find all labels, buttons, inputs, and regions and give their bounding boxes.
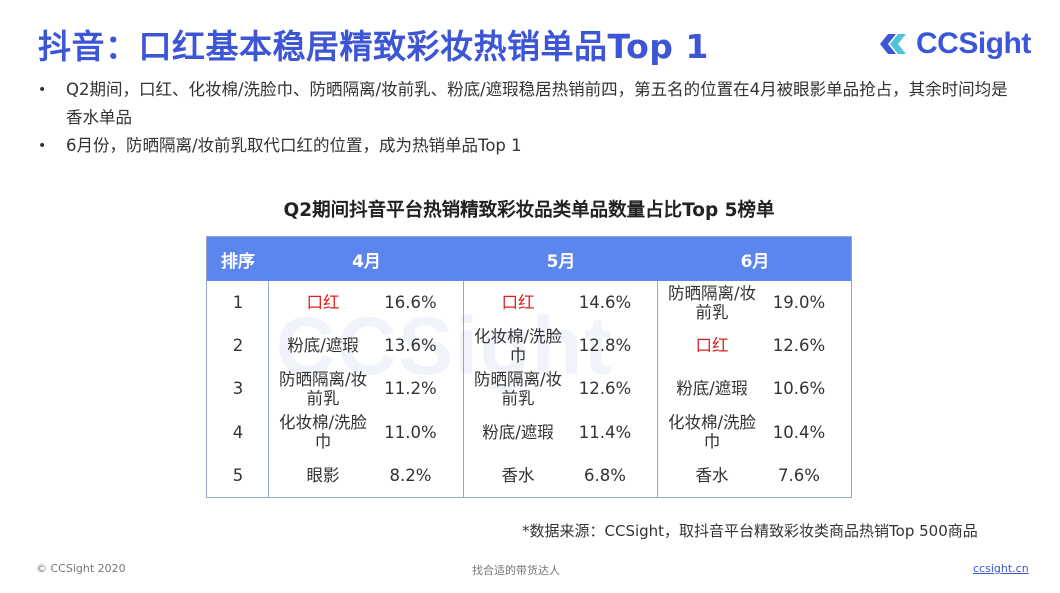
item-share: 11.2% [384,379,437,399]
ccsight-logo-icon [880,34,906,54]
month-cell: 口红 14.6% [464,281,658,324]
item-name: 防晒隔离/妆前乳 [667,283,757,322]
table-title: Q2期间抖音平台热销精致彩妆品类单品数量占比Top 5榜单 [283,200,775,221]
item-name: 口红 [501,293,535,313]
item-name: 粉底/遮瑕 [676,379,748,399]
column-divider [657,281,658,497]
header-may: 5月 [546,251,576,272]
bullet-list: • Q2期间，口红、化妆棉/洗脸巾、防晒隔离/妆前乳、粉底/遮瑕稳居热销前四，第… [38,76,1018,160]
footer-copyright: © CCSight 2020 [36,562,126,575]
table-row: 3 防晒隔离/妆前乳 11.2% 防晒隔离/妆前乳 12.6% 粉底/遮瑕 10.6% [207,367,851,410]
month-cell: 防晒隔离/妆前乳 19.0% [658,281,852,324]
month-cell: 口红 16.6% [269,281,464,324]
item-share: 19.0% [772,293,826,313]
month-cell: 粉底/遮瑕 11.4% [464,411,658,454]
item-share: 10.4% [772,422,826,442]
item-name: 香水 [695,465,729,485]
table-row: 4 化妆棉/洗脸巾 11.0% 粉底/遮瑕 11.4% 化妆棉/洗脸巾 10.4% [207,411,851,454]
month-cell: 口红 12.6% [658,324,852,367]
item-name: 化妆棉/洗脸巾 [667,413,757,452]
bullet-text: Q2期间，口红、化妆棉/洗脸巾、防晒隔离/妆前乳、粉底/遮瑕稳居热销前四，第五名… [66,80,1008,127]
item-share: 12.8% [578,336,632,356]
item-name: 眼影 [306,465,340,485]
table-row: 1 口红 16.6% 口红 14.6% 防晒隔离/妆前乳 19.0% [207,281,851,324]
header-april: 4月 [352,251,381,272]
bullet-dot-icon: • [38,138,47,154]
item-share: 11.4% [578,422,632,442]
month-cell: 防晒隔离/妆前乳 11.2% [269,367,464,410]
month-cell: 化妆棉/洗脸巾 10.4% [658,411,852,454]
page-title: 抖音：口红基本稳居精致彩妆热销单品Top 1 [38,27,709,66]
item-share: 11.0% [384,422,437,442]
table-body: 1 口红 16.6% 口红 14.6% 防晒隔离/妆前乳 19.0% 2 粉底/遮瑕 13.6% 化… [207,281,851,497]
rank-cell: 4 [232,422,244,442]
item-share: 16.6% [384,293,437,313]
header-rank: 排序 [221,251,255,272]
rank-cell: 1 [232,293,244,313]
item-name: 化妆棉/洗脸巾 [473,326,563,365]
item-share: 12.6% [772,336,826,356]
bullet-dot-icon: • [38,82,47,98]
month-cell: 化妆棉/洗脸巾 11.0% [269,411,464,454]
table-header-row: 排序 4月 5月 6月 [207,237,851,281]
bullet-text: 6月份，防晒隔离/妆前乳取代口红的位置，成为热销单品Top 1 [66,136,522,155]
item-share: 6.8% [584,465,626,485]
data-source-note: *数据来源：CCSight，取抖音平台精致彩妆类商品热销Top 500商品 [522,522,978,540]
rank-cell: 5 [232,465,244,485]
column-divider [463,281,464,497]
bullet-item: • 6月份，防晒隔离/妆前乳取代口红的位置，成为热销单品Top 1 [38,132,1018,160]
item-name: 防晒隔离/妆前乳 [278,369,368,408]
item-share: 14.6% [578,293,632,313]
item-name: 粉底/遮瑕 [482,422,554,442]
month-cell: 香水 6.8% [464,454,658,497]
header-june: 6月 [740,251,770,272]
item-share: 12.6% [578,379,632,399]
item-share: 13.6% [384,336,437,356]
item-name: 防晒隔离/妆前乳 [473,369,563,408]
month-cell: 化妆棉/洗脸巾 12.8% [464,324,658,367]
footer-link[interactable]: ccsight.cn [973,562,1029,575]
month-cell: 粉底/遮瑕 13.6% [269,324,464,367]
item-share: 7.6% [778,465,820,485]
rank-cell: 2 [232,336,244,356]
item-share: 8.2% [389,465,432,485]
table-row: 5 眼影 8.2% 香水 6.8% 香水 7.6% [207,454,851,497]
month-cell: 眼影 8.2% [269,454,464,497]
brand-logo: CCSight [876,26,1031,62]
column-divider [268,281,269,497]
table-row: 2 粉底/遮瑕 13.6% 化妆棉/洗脸巾 12.8% 口红 12.6% [207,324,851,367]
item-name: 香水 [501,465,535,485]
month-cell: 粉底/遮瑕 10.6% [658,367,852,410]
ranking-table: 排序 4月 5月 6月 1 口红 16.6% 口红 14.6% 防晒隔离/妆前乳 19.0%… [206,236,852,498]
month-cell: 防晒隔离/妆前乳 12.6% [464,367,658,410]
item-name: 化妆棉/洗脸巾 [278,413,368,452]
footer-slogan: 找合适的带货达人 [472,564,560,577]
item-name: 粉底/遮瑕 [287,336,359,356]
item-share: 10.6% [772,379,826,399]
bullet-item: • Q2期间，口红、化妆棉/洗脸巾、防晒隔离/妆前乳、粉底/遮瑕稳居热销前四，第… [38,76,1018,132]
item-name: 口红 [695,336,729,356]
item-name: 口红 [306,293,340,313]
month-cell: 香水 7.6% [658,454,852,497]
logo-text: CCSight [916,27,1031,60]
rank-cell: 3 [232,379,244,399]
